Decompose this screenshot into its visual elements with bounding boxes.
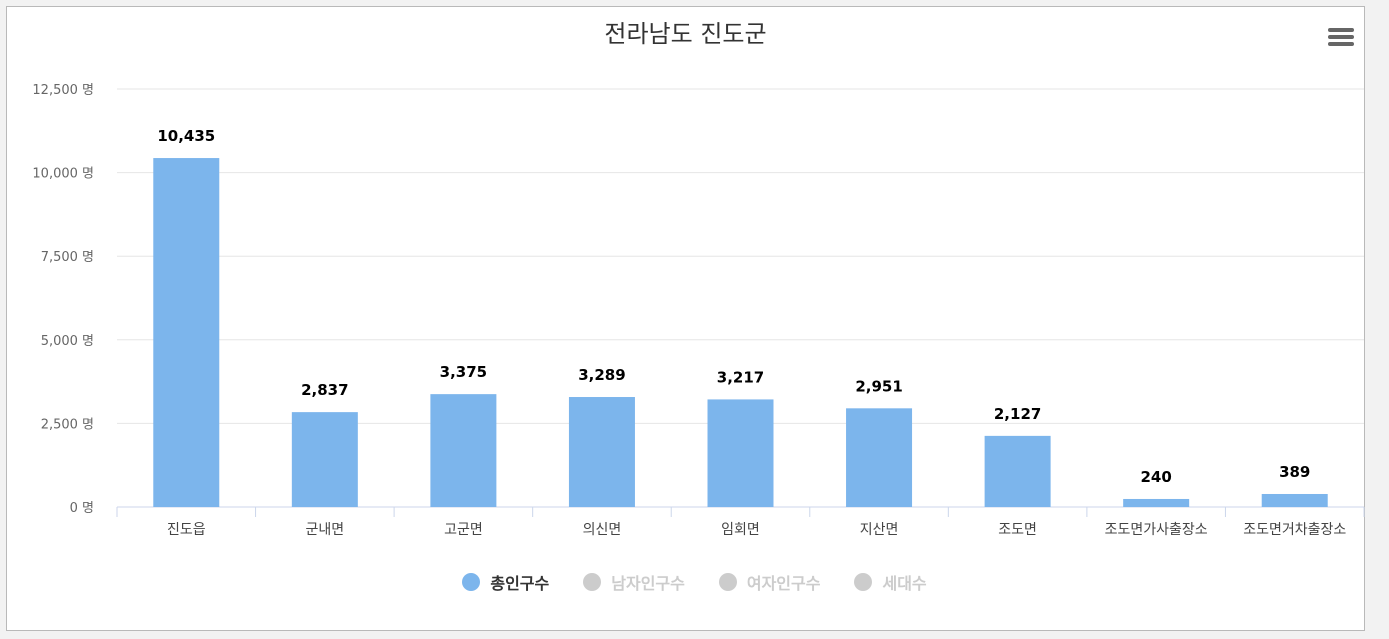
x-tick-label: 조도면가사출장소: [1105, 522, 1208, 538]
legend-marker-icon: [462, 573, 481, 591]
hamburger-menu-icon[interactable]: [1328, 28, 1354, 50]
bar[interactable]: [153, 158, 220, 508]
y-tick-label: 2,500 명: [41, 417, 94, 432]
legend-marker-icon: [718, 573, 737, 591]
legend-label: 여자인구수: [746, 574, 821, 593]
data-label: 3,375: [440, 363, 487, 381]
x-tick-label: 지산면: [860, 522, 899, 538]
legend-label: 남자인구수: [611, 574, 685, 593]
bar[interactable]: [568, 397, 635, 507]
x-tick-label: 진도읍: [167, 522, 206, 538]
x-tick-label: 조도면: [998, 522, 1037, 538]
data-label: 10,435: [157, 127, 215, 145]
data-label: 2,951: [855, 377, 902, 395]
y-tick-label: 7,500 명: [41, 250, 94, 265]
legend-label: 총인구수: [490, 574, 550, 593]
legend-item[interactable]: 남자인구수: [583, 570, 685, 594]
y-tick-label: 0 명: [70, 501, 94, 516]
legend-label: 세대수: [882, 574, 927, 593]
x-tick-label: 조도면거차출장소: [1243, 522, 1346, 538]
x-tick-label: 군내면: [306, 522, 345, 538]
bar-chart-plot: 0 명 2,500 명 5,000 명 7,500 명 10,000 명 12,500 명…: [32, 83, 1365, 538]
x-tick-label: 의신면: [583, 522, 622, 538]
bar[interactable]: [707, 399, 774, 507]
legend-marker-icon: [583, 573, 602, 591]
chart-legend: 총인구수 남자인구수 여자인구수 세대수: [0, 570, 1389, 594]
y-tick-label: 10,000 명: [32, 167, 94, 182]
bar[interactable]: [1261, 493, 1328, 507]
bar[interactable]: [291, 412, 358, 507]
data-label: 3,217: [717, 368, 764, 386]
x-tick-label: 고군면: [444, 522, 483, 538]
chart-container: [6, 6, 1365, 631]
data-label: 389: [1279, 463, 1310, 481]
data-label: 2,837: [301, 381, 348, 399]
legend-marker-icon: [854, 573, 873, 591]
bar[interactable]: [984, 435, 1051, 507]
data-label: 2,127: [994, 405, 1041, 423]
chart-title: 전라남도 진도군: [604, 20, 767, 48]
bar[interactable]: [846, 408, 913, 507]
y-tick-label: 12,500 명: [32, 83, 94, 98]
data-label: 240: [1141, 468, 1172, 486]
legend-item[interactable]: 총인구수: [462, 570, 549, 594]
data-label: 3,289: [578, 366, 625, 384]
x-tick-label: 임회면: [721, 522, 760, 538]
bar[interactable]: [430, 394, 497, 507]
bar[interactable]: [1123, 498, 1190, 507]
y-tick-label: 5,000 명: [41, 334, 94, 349]
legend-item[interactable]: 여자인구수: [718, 570, 821, 594]
legend-item[interactable]: 세대수: [854, 570, 927, 594]
